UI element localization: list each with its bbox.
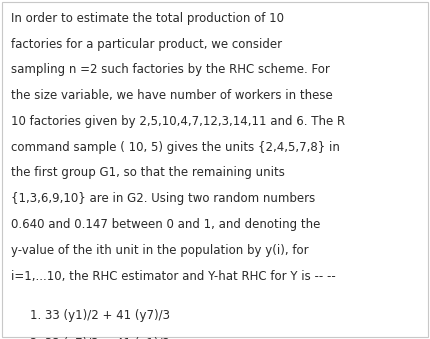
Text: factories for a particular product, we consider: factories for a particular product, we c…: [11, 38, 282, 51]
Text: sampling n =2 such factories by the RHC scheme. For: sampling n =2 such factories by the RHC …: [11, 63, 330, 76]
Text: the first group G1, so that the remaining units: the first group G1, so that the remainin…: [11, 166, 285, 179]
Text: {1,3,6,9,10} are in G2. Using two random numbers: {1,3,6,9,10} are in G2. Using two random…: [11, 192, 315, 205]
Text: command sample ( 10, 5) gives the units {2,4,5,7,8} in: command sample ( 10, 5) gives the units …: [11, 141, 340, 154]
Text: the size variable, we have number of workers in these: the size variable, we have number of wor…: [11, 89, 332, 102]
Text: i=1,...10, the RHC estimator and Y-hat RHC for Y is -- --: i=1,...10, the RHC estimator and Y-hat R…: [11, 270, 335, 282]
Text: 0.640 and 0.147 between 0 and 1, and denoting the: 0.640 and 0.147 between 0 and 1, and den…: [11, 218, 320, 231]
Text: 10 factories given by 2,5,10,4,7,12,3,14,11 and 6. The R: 10 factories given by 2,5,10,4,7,12,3,14…: [11, 115, 345, 128]
Text: 2. 33 (y7)/3 + 41 (y1)/2: 2. 33 (y7)/3 + 41 (y1)/2: [30, 337, 170, 339]
Text: y-value of the ith unit in the population by y(i), for: y-value of the ith unit in the populatio…: [11, 244, 308, 257]
Text: 1. 33 (y1)/2 + 41 (y7)/3: 1. 33 (y1)/2 + 41 (y7)/3: [30, 309, 170, 322]
Text: In order to estimate the total production of 10: In order to estimate the total productio…: [11, 12, 284, 25]
FancyBboxPatch shape: [2, 2, 428, 337]
